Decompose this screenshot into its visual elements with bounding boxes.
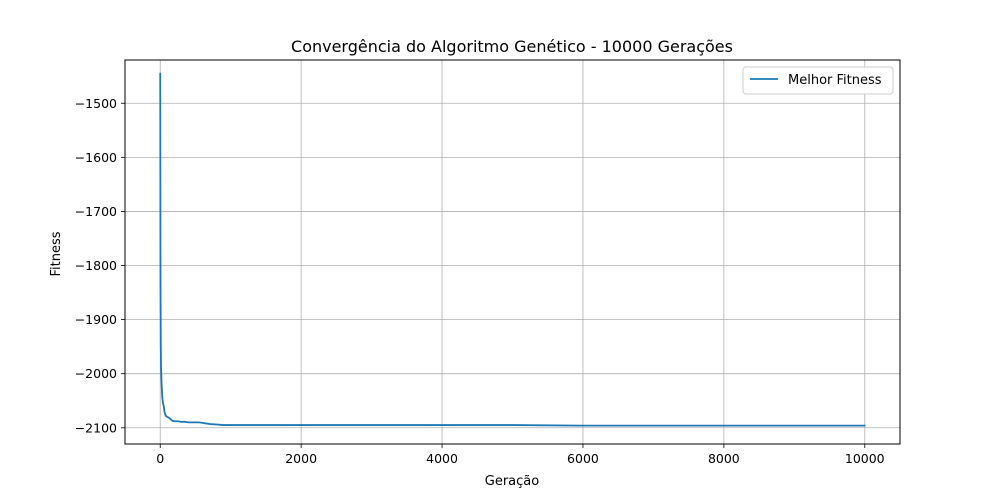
y-tick-label: −1500 <box>75 96 117 111</box>
x-tick-label: 2000 <box>285 451 317 466</box>
grid-lines <box>125 60 900 444</box>
x-tick-label: 6000 <box>567 451 599 466</box>
x-axis-ticks: 0 2000 4000 6000 8000 10000 <box>156 444 885 466</box>
legend-label-melhor-fitness: Melhor Fitness <box>788 73 882 88</box>
x-tick-label: 8000 <box>708 451 740 466</box>
x-tick-label: 4000 <box>426 451 458 466</box>
series-line-0 <box>159 72 866 427</box>
chart-title: Convergência do Algoritmo Genético - 100… <box>291 37 733 56</box>
legend: Melhor Fitness <box>742 66 894 95</box>
y-tick-label: −1600 <box>75 150 117 165</box>
y-axis-ticks: −1500 −1600 −1700 −1800 −1900 −2000 −2100 <box>75 96 125 435</box>
legend-box <box>742 66 894 95</box>
x-tick-label: 10000 <box>845 451 885 466</box>
series-layer <box>159 72 866 427</box>
y-tick-label: −1800 <box>75 258 117 273</box>
y-axis-title: Fitness <box>49 231 64 276</box>
y-tick-label: −1700 <box>75 204 117 219</box>
y-tick-label: −2000 <box>75 366 117 381</box>
y-tick-label: −2100 <box>75 420 117 435</box>
y-tick-label: −1900 <box>75 312 117 327</box>
plot-frame <box>124 59 901 445</box>
x-tick-label: 0 <box>156 451 164 466</box>
x-axis-title: Geração <box>485 474 539 489</box>
